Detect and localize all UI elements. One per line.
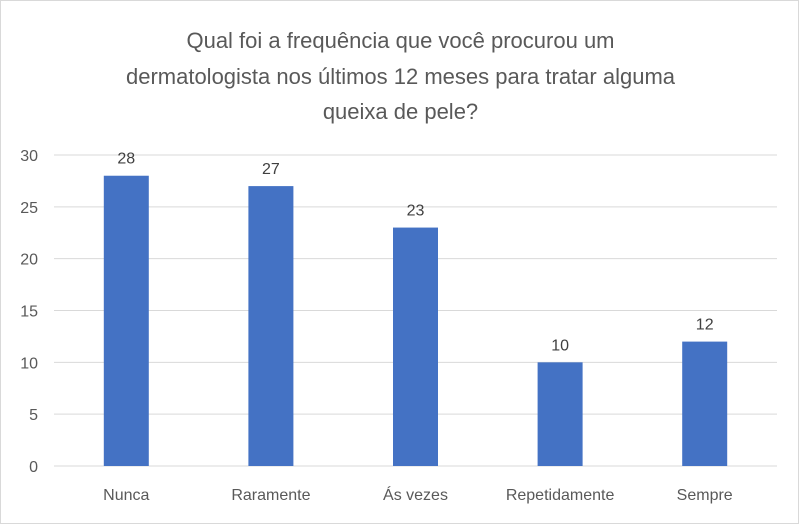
chart-title: Qual foi a frequência que você procurou … [1,23,799,130]
y-tick-label: 10 [20,355,38,372]
bar [682,341,728,466]
data-label: 10 [551,337,569,354]
data-label: 28 [117,151,135,168]
chart-title-line: Qual foi a frequência que você procurou … [186,28,615,53]
bar [393,227,438,466]
x-tick-label: Repetidamente [506,487,615,504]
y-tick-label: 15 [20,304,38,321]
y-tick-label: 25 [20,200,38,217]
y-tick-label: 20 [20,252,38,269]
bar [248,186,294,466]
x-tick-label: Raramente [231,487,310,504]
chart-title-line: dermatologista nos últimos 12 meses para… [125,63,676,89]
chart-title-line: queixa de pele? [322,99,479,124]
x-tick-label: Sempre [677,487,733,504]
y-tick-label: 5 [29,407,38,424]
bar [537,362,583,466]
y-tick-label: 0 [29,459,38,476]
y-tick-label: 30 [20,148,38,165]
bar [103,175,149,466]
data-label: 27 [262,161,280,178]
data-label: 23 [407,203,425,220]
x-tick-label: Ás vezes [383,485,448,504]
data-label: 12 [696,317,714,334]
x-tick-label: Nunca [103,487,149,504]
